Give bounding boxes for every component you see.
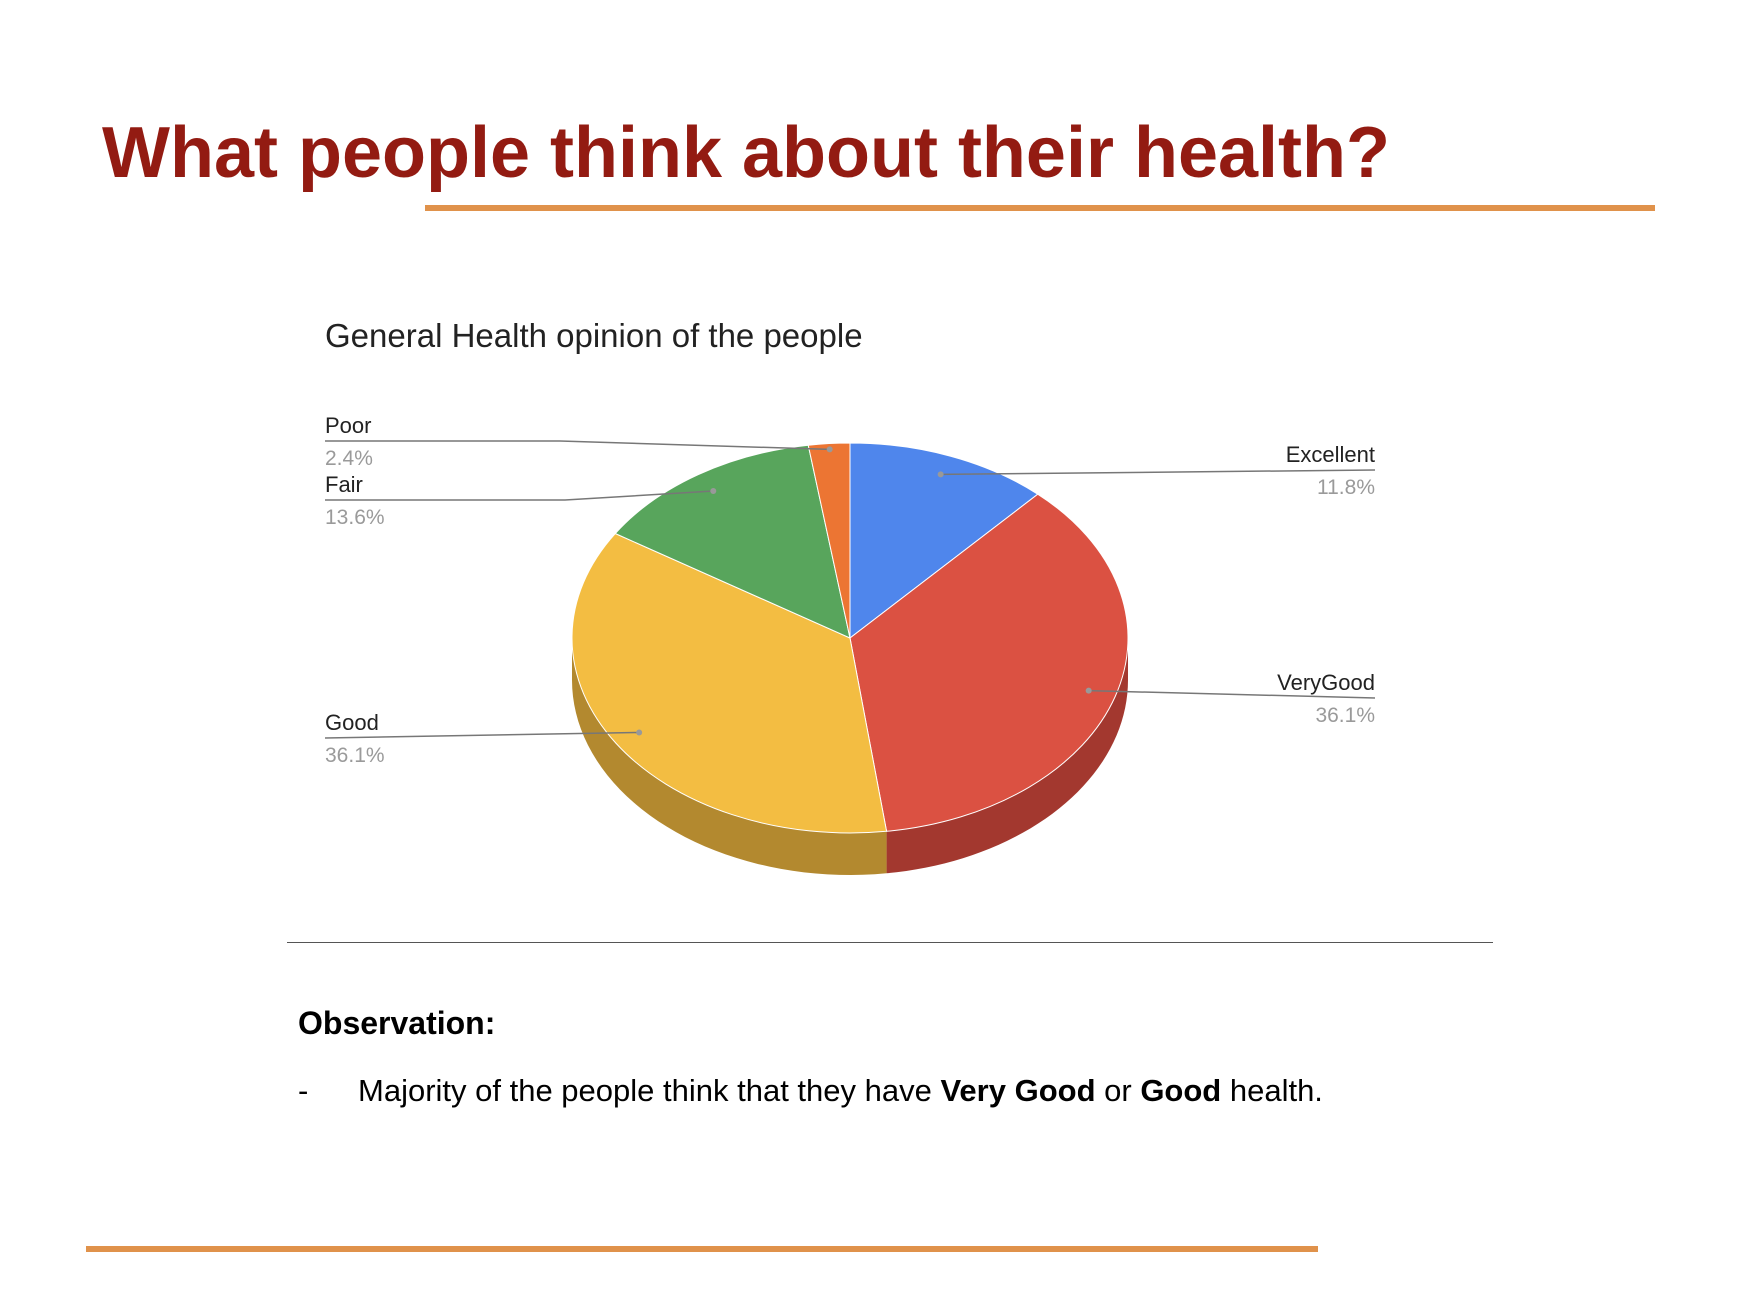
leader-line-good	[324, 731, 640, 739]
chart-separator	[287, 942, 1493, 943]
observation-heading: Observation:	[298, 1005, 496, 1041]
pie-slice-excellent	[849, 442, 1039, 640]
pie-side-good	[572, 638, 887, 875]
slice-label-good: Good	[325, 710, 379, 735]
pie-slice-poor	[807, 442, 851, 639]
pie-slice-good	[571, 532, 888, 834]
leader-line-poor	[325, 440, 830, 451]
emphasis-text: Good	[1140, 1073, 1222, 1108]
emphasis-text: Very Good	[940, 1073, 1096, 1108]
leader-dot-poor	[826, 446, 833, 453]
slice-label-excellent: Excellent	[1286, 442, 1375, 467]
slice-value-excellent: 11.8%	[1317, 476, 1375, 499]
leader-dot-excellent	[937, 471, 944, 478]
slice-value-good: 36.1%	[325, 744, 385, 767]
slice-value-fair: 13.6%	[325, 506, 385, 529]
leader-dot-fair	[710, 488, 717, 495]
slice-label-fair: Fair	[325, 472, 363, 497]
leader-line-verygood	[1088, 689, 1376, 699]
chart-title: General Health opinion of the people	[325, 317, 863, 354]
slice-label-poor: Poor	[325, 413, 371, 438]
slice-label-verygood: VeryGood	[1277, 670, 1375, 695]
leader-dot-good	[636, 729, 643, 736]
slice-value-poor: 2.4%	[325, 447, 373, 470]
pie-side-verygood	[886, 638, 1128, 874]
bullet-dash: -	[298, 1073, 309, 1108]
pie-chart: General Health opinion of the people Exc…	[324, 317, 1376, 875]
title-underline	[425, 205, 1655, 211]
footer-rule	[86, 1246, 1318, 1252]
leader-dot-verygood	[1085, 687, 1092, 694]
leader-line-excellent	[940, 469, 1376, 476]
observation-text-part: health.	[1221, 1073, 1323, 1108]
slice-value-verygood: 36.1%	[1315, 704, 1375, 727]
pie-slice-verygood	[849, 493, 1129, 832]
observation-item: - Majority of the people think that they …	[298, 1073, 1323, 1109]
observation-text: Majority of the people think that they h…	[358, 1073, 1323, 1108]
slide-title: What people think about their health?	[102, 113, 1390, 193]
observation-text-part: Majority of the people think that they h…	[358, 1073, 941, 1108]
leader-line-fair	[325, 490, 714, 501]
observation-text-part: or	[1095, 1073, 1141, 1108]
